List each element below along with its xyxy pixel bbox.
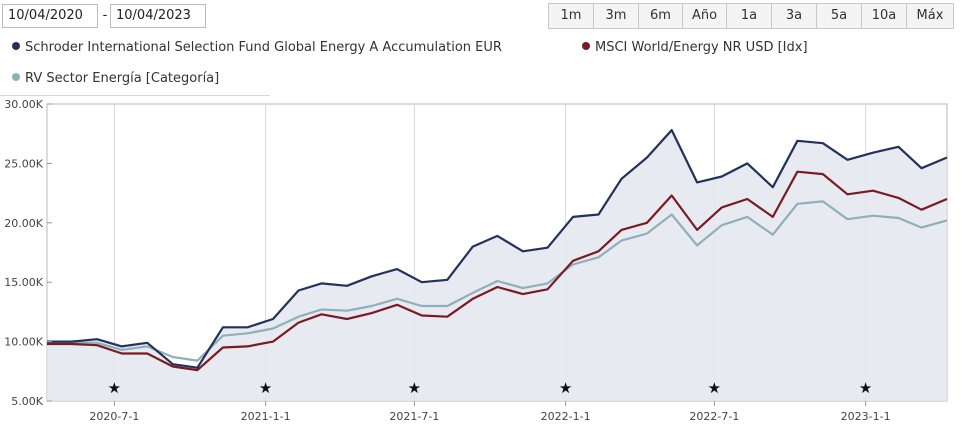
series-area-fund bbox=[47, 130, 947, 401]
y-tick-label: 15.00K bbox=[4, 276, 43, 289]
range-button-5a[interactable]: 5a bbox=[817, 4, 862, 28]
x-tick-label: 2022-7-1 bbox=[689, 410, 739, 423]
legend-item-fund[interactable]: Schroder International Selection Fund Gl… bbox=[12, 39, 502, 57]
legend-label: MSCI World/Energy NR USD [Idx] bbox=[595, 40, 808, 55]
legend-label: Schroder International Selection Fund Gl… bbox=[25, 40, 502, 55]
y-tick-label: 20.00K bbox=[4, 217, 43, 230]
y-tick-label: 5.00K bbox=[11, 395, 43, 408]
legend-item-index[interactable]: MSCI World/Energy NR USD [Idx] bbox=[582, 39, 808, 57]
range-button-3m[interactable]: 3m bbox=[594, 4, 639, 28]
date-end-input[interactable]: 10/04/2023 bbox=[110, 4, 206, 28]
x-tick-label: 2020-7-1 bbox=[89, 410, 139, 423]
event-star-icon: ★ bbox=[408, 379, 421, 397]
range-button-10a[interactable]: 10a bbox=[862, 4, 907, 28]
range-button-max[interactable]: Máx bbox=[916, 8, 944, 23]
event-star-icon: ★ bbox=[259, 379, 272, 397]
x-tick-label: 2021-1-1 bbox=[241, 410, 291, 423]
series-line-index bbox=[47, 170, 948, 372]
y-tick-label: 30.00K bbox=[4, 98, 43, 111]
range-button-1a[interactable]: 1a bbox=[727, 4, 772, 28]
date-range-separator: - bbox=[102, 8, 108, 23]
legend-item-category[interactable]: RV Sector Energía [Categoría] bbox=[12, 70, 219, 88]
date-start-input[interactable]: 10/04/2020 bbox=[2, 4, 98, 28]
legend-divider bbox=[0, 95, 270, 96]
event-star-icon: ★ bbox=[708, 379, 721, 397]
event-star-icon: ★ bbox=[559, 379, 572, 397]
series-line-fund bbox=[47, 129, 948, 369]
legend-label: RV Sector Energía [Categoría] bbox=[25, 71, 220, 86]
legend-marker-icon bbox=[12, 42, 20, 50]
range-button-group: 1m 3m 6m Año 1a 3a 5a 10a Máx bbox=[548, 3, 954, 29]
series-line-category bbox=[47, 200, 948, 362]
x-tick-label: 2022-1-1 bbox=[541, 410, 591, 423]
legend-marker-icon bbox=[582, 42, 590, 50]
y-tick-label: 10.00K bbox=[4, 336, 43, 349]
x-tick-label: 2023-1-1 bbox=[841, 410, 891, 423]
range-button-ytd[interactable]: Año bbox=[683, 4, 727, 28]
range-button-3a[interactable]: 3a bbox=[772, 4, 817, 28]
x-tick-label: 2021-7-1 bbox=[389, 410, 439, 423]
y-tick-label: 25.00K bbox=[4, 157, 43, 170]
legend-marker-icon bbox=[12, 73, 20, 81]
range-button-6m[interactable]: 6m bbox=[639, 4, 683, 28]
event-star-icon: ★ bbox=[108, 379, 121, 397]
event-star-icon: ★ bbox=[859, 379, 872, 397]
range-button-1m[interactable]: 1m bbox=[549, 4, 594, 28]
